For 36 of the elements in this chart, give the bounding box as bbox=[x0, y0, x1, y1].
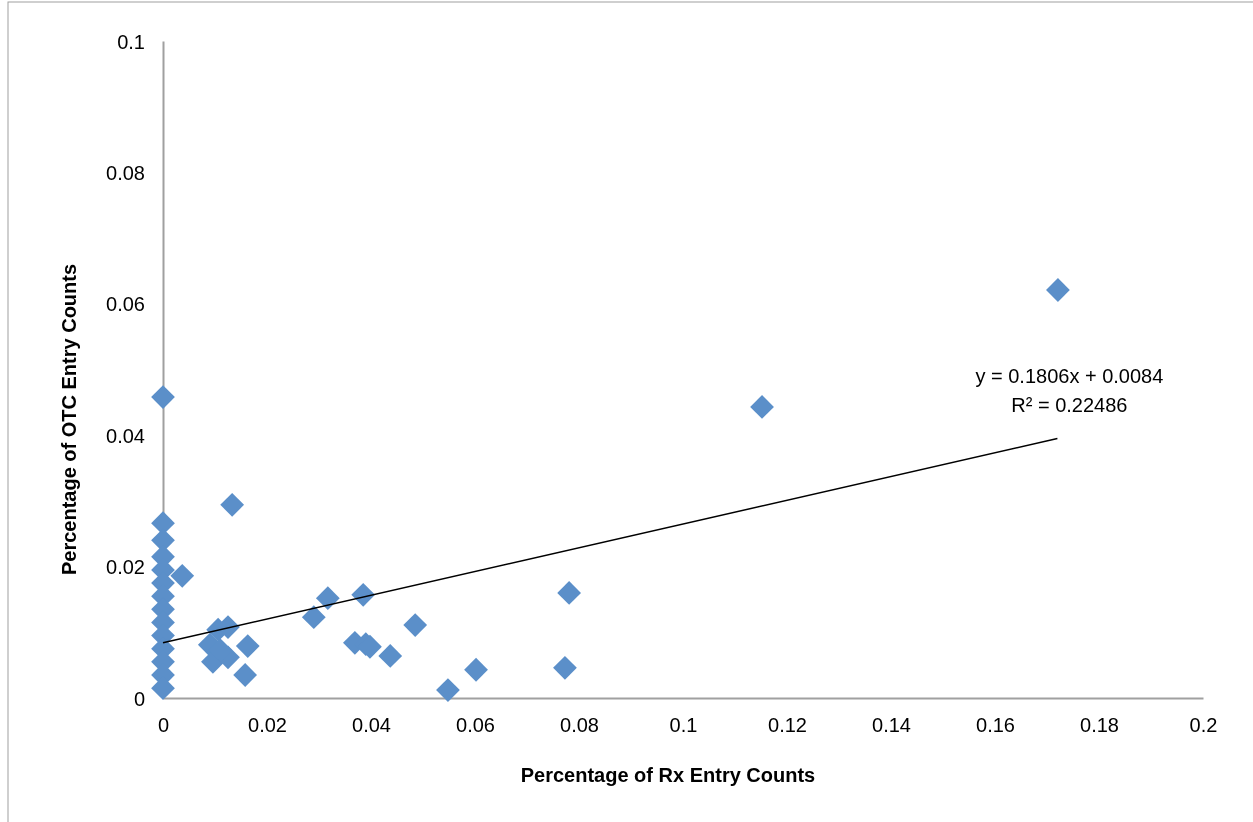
point bbox=[557, 581, 581, 605]
x-tick-label: 0.06 bbox=[456, 714, 495, 737]
x-tick-label: 0.1 bbox=[669, 714, 698, 737]
point bbox=[301, 605, 326, 630]
point bbox=[235, 634, 260, 658]
x-tick-label: 0.2 bbox=[1189, 714, 1218, 737]
x-tick-label: 0.04 bbox=[352, 714, 391, 737]
x-tick-label: 0.12 bbox=[768, 714, 807, 737]
point bbox=[233, 663, 258, 687]
point bbox=[151, 385, 175, 409]
x-tick-label: 0.18 bbox=[1080, 714, 1119, 737]
point bbox=[553, 655, 577, 680]
x-tick-label: 0.14 bbox=[872, 714, 911, 737]
x-axis-title: Percentage of Rx Entry Counts bbox=[520, 764, 816, 786]
x-tick-label: 0.08 bbox=[560, 714, 599, 737]
x-tick-label: 0 bbox=[157, 714, 170, 737]
y-tick-label: 0.04 bbox=[106, 424, 145, 447]
point bbox=[378, 644, 403, 668]
x-tick-label: 0.02 bbox=[248, 714, 287, 737]
annotation: R² = 0.22486 bbox=[1011, 394, 1128, 417]
point bbox=[464, 657, 488, 682]
point bbox=[220, 492, 245, 517]
point bbox=[436, 678, 460, 702]
point bbox=[170, 563, 195, 588]
y-tick-label: 0 bbox=[133, 687, 145, 710]
y-axis-title: Percentage of OTC Entry Counts bbox=[58, 263, 80, 576]
point bbox=[750, 395, 774, 419]
y-tick-label: 0.1 bbox=[117, 30, 145, 53]
point bbox=[403, 613, 428, 637]
x-tick-label: 0.16 bbox=[976, 714, 1015, 737]
point bbox=[315, 586, 340, 611]
y-tick-label: 0.06 bbox=[106, 293, 145, 316]
y-tick-label: 0.02 bbox=[106, 556, 145, 579]
point bbox=[1046, 278, 1070, 302]
y-tick-label: 0.08 bbox=[106, 161, 145, 184]
annotation: y = 0.1806x + 0.0084 bbox=[975, 365, 1164, 388]
